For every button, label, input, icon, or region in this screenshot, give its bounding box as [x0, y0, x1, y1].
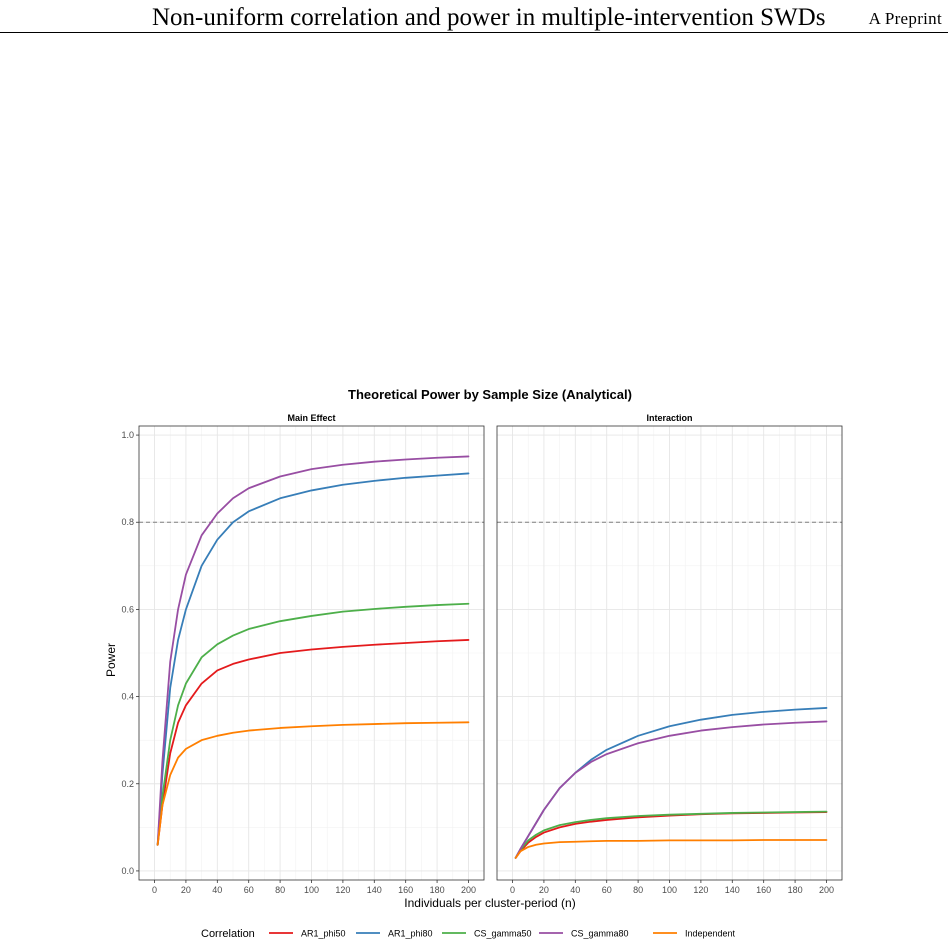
series-line-AR1_phi80 — [156, 472, 470, 846]
y-tick-label: 0.0 — [121, 866, 134, 876]
legend-entry: CS_gamma80 — [571, 929, 629, 939]
x-tick-label: 180 — [788, 885, 803, 895]
panel-0: Main Effect 0 20 40 60 80 100 120 140 160 180 200 0.… — [121, 413, 485, 895]
legend: Correlation AR1_phi50 AR1_phi80 CS_gamma50 C… — [201, 928, 736, 940]
x-tick-label: 80 — [633, 885, 643, 895]
legend-entry: CS_gamma50 — [474, 929, 532, 939]
series-line-Independent — [156, 721, 470, 846]
panel-title: Main Effect — [287, 413, 335, 423]
x-tick-label: 140 — [367, 885, 382, 895]
x-tick-label: 100 — [662, 885, 677, 895]
x-tick-label: 160 — [398, 885, 413, 895]
preprint-label: A Preprint — [868, 9, 942, 28]
y-tick-label: 0.8 — [121, 517, 134, 527]
legend-title: Correlation — [201, 928, 255, 940]
x-tick-label: 100 — [304, 885, 319, 895]
y-tick-label: 0.4 — [121, 692, 134, 702]
series-line-AR1_phi50 — [514, 811, 828, 859]
x-tick-label: 180 — [430, 885, 445, 895]
x-tick-label: 40 — [212, 885, 222, 895]
series-line-CS_gamma80 — [514, 720, 828, 859]
x-tick-label: 160 — [756, 885, 771, 895]
series-line-AR1_phi80 — [514, 707, 828, 859]
x-tick-label: 60 — [244, 885, 254, 895]
x-tick-label: 200 — [819, 885, 834, 895]
x-tick-label: 0 — [152, 885, 157, 895]
y-tick-label: 1.0 — [121, 430, 134, 440]
series-line-CS_gamma50 — [156, 602, 470, 846]
y-tick-label: 0.2 — [121, 779, 134, 789]
series-line-Independent — [514, 839, 828, 859]
x-tick-label: 120 — [693, 885, 708, 895]
legend-entry: AR1_phi80 — [388, 929, 433, 939]
x-tick-label: 60 — [602, 885, 612, 895]
y-tick-label: 0.6 — [121, 604, 134, 614]
panel-title: Interaction — [646, 413, 692, 423]
x-tick-label: 140 — [725, 885, 740, 895]
x-tick-label: 80 — [275, 885, 285, 895]
running-title: Non-uniform correlation and power in mul… — [152, 4, 826, 31]
x-tick-label: 0 — [510, 885, 515, 895]
y-axis-label: Power — [104, 643, 118, 677]
series-line-AR1_phi50 — [156, 639, 470, 846]
x-axis-label: Individuals per cluster-period (n) — [404, 896, 575, 910]
panel-1: Interaction 0 20 40 60 80 100 120 140 160 180 200 — [496, 413, 843, 895]
page-header: Non-uniform correlation and power in mul… — [0, 0, 948, 33]
x-tick-label: 20 — [181, 885, 191, 895]
chart-title: Theoretical Power by Sample Size (Analyt… — [348, 387, 632, 402]
legend-entry: Independent — [685, 929, 736, 939]
x-tick-label: 120 — [335, 885, 350, 895]
x-tick-label: 40 — [570, 885, 580, 895]
series-line-CS_gamma50 — [514, 810, 828, 859]
series-line-CS_gamma80 — [156, 455, 470, 846]
legend-entry: AR1_phi50 — [301, 929, 346, 939]
x-tick-label: 200 — [461, 885, 476, 895]
x-tick-label: 20 — [539, 885, 549, 895]
